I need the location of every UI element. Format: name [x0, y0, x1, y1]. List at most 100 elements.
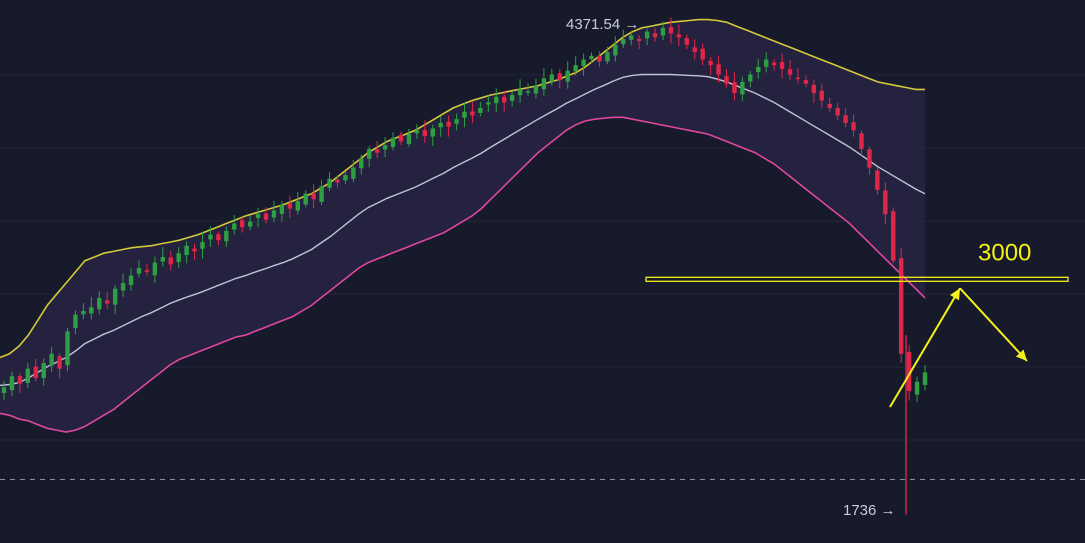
candle-body [136, 268, 142, 274]
candle-body [764, 59, 769, 67]
candle-body [541, 78, 547, 90]
candle-body [565, 70, 570, 82]
candle-body [144, 270, 150, 272]
candle-body [382, 145, 388, 150]
candle-body [883, 190, 888, 215]
candle-body [414, 130, 420, 134]
candle-body [629, 35, 634, 40]
candle-body [271, 210, 277, 218]
candle-body [708, 60, 713, 66]
candle-body [644, 31, 650, 39]
resistance-line[interactable] [645, 276, 1069, 282]
candle-body [430, 128, 435, 137]
candle-body [351, 167, 356, 179]
candle-body [621, 39, 626, 45]
candle-body [819, 90, 824, 101]
candle-body [891, 211, 896, 261]
candle-body [875, 170, 880, 190]
candle-body [740, 81, 745, 95]
candle-body [811, 84, 817, 94]
resistance-label: 3000 [978, 239, 1031, 266]
candle-body [17, 376, 23, 384]
candle-body [771, 62, 777, 66]
candle-body [89, 307, 94, 314]
lower-band-line [0, 116, 926, 433]
candle-body [676, 34, 682, 38]
candle-body [343, 175, 348, 181]
candle-body [1, 387, 7, 393]
candle-body [748, 74, 753, 82]
candle-body [120, 283, 126, 291]
candle-body [835, 108, 840, 116]
candle-body [160, 256, 165, 262]
candle-body [406, 134, 412, 144]
candle-body [263, 213, 269, 220]
candles [1, 17, 928, 515]
candle-body [517, 89, 523, 96]
candle-body [922, 372, 928, 385]
candle-body [33, 366, 38, 378]
candle-body [716, 64, 721, 75]
candle-body [906, 351, 912, 392]
candle-body [557, 73, 562, 81]
candle-body [208, 234, 213, 240]
candle-body [359, 158, 364, 169]
candle-body [25, 368, 31, 383]
candle-body [756, 67, 761, 73]
candle-body [851, 122, 856, 131]
candle-body [200, 242, 205, 249]
candle-body [613, 44, 618, 56]
candle-body [597, 55, 602, 62]
candle-body [398, 134, 404, 142]
candle-body [486, 102, 491, 105]
candle-body [827, 103, 832, 108]
candle-body [605, 52, 610, 62]
high-price-label: 4371.54 → [566, 16, 639, 33]
candle-body [692, 47, 697, 53]
candle-body [724, 76, 729, 84]
candle-body [319, 186, 324, 202]
middle-band-line [0, 73, 926, 387]
candle-body [57, 356, 62, 369]
candle-body [9, 376, 15, 391]
candle-body [128, 275, 134, 286]
candle-body [470, 111, 475, 116]
projection-up-arrowhead [950, 288, 960, 301]
candle-body [97, 297, 102, 310]
candle-body [494, 96, 499, 104]
projection-down-arrowhead [1015, 349, 1027, 361]
candle-body [295, 201, 300, 211]
candle-body [232, 223, 237, 230]
candle-body [279, 204, 285, 214]
projection-arrows [889, 287, 1028, 408]
candle-body [422, 130, 428, 136]
projection-down-arrow [959, 287, 1028, 362]
candle-body [184, 245, 189, 255]
candle-body [311, 193, 316, 200]
candle-body [898, 258, 904, 354]
candle-body [73, 314, 78, 329]
candle-body [105, 300, 110, 304]
bollinger-band-fill [0, 19, 925, 432]
candle-body [255, 214, 261, 218]
candle-body [859, 133, 864, 149]
candle-body [168, 257, 173, 265]
candle-body [65, 331, 70, 366]
candle-body [224, 230, 229, 242]
candle-body [843, 115, 848, 123]
candle-body [573, 65, 578, 72]
candle-body [660, 27, 666, 36]
candle-body [501, 96, 507, 103]
candle-body [390, 137, 396, 147]
candle-body [438, 122, 443, 128]
candle-body [176, 253, 181, 262]
candle-body [81, 310, 86, 315]
candle-body [112, 288, 118, 305]
candle-body [732, 82, 737, 94]
low-price-label: 1736 → [843, 502, 896, 519]
candle-body [914, 381, 920, 395]
candle-body [335, 179, 340, 183]
candle-body [787, 69, 793, 75]
